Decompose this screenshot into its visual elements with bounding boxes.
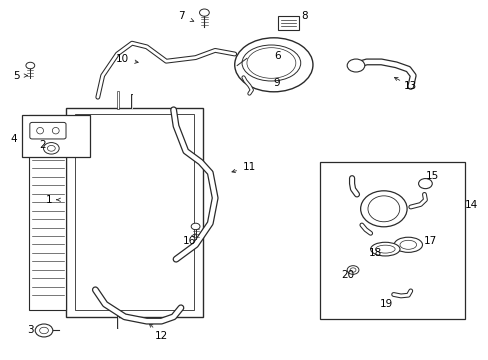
Bar [29, 115, 66, 310]
Text: 6: 6 [274, 51, 281, 61]
Text: 15: 15 [425, 171, 439, 181]
Ellipse shape [360, 191, 406, 227]
Text: 5: 5 [13, 71, 20, 81]
Text: 18: 18 [368, 248, 382, 258]
Text: 4: 4 [10, 134, 17, 144]
Text: 3: 3 [27, 325, 34, 336]
Ellipse shape [375, 245, 394, 253]
Circle shape [35, 324, 53, 337]
Bar [22, 115, 90, 157]
Circle shape [191, 223, 200, 230]
Ellipse shape [399, 240, 416, 249]
Ellipse shape [234, 38, 312, 92]
Text: 14: 14 [464, 200, 478, 210]
Ellipse shape [393, 237, 422, 252]
Text: 17: 17 [423, 236, 436, 246]
Text: 11: 11 [242, 162, 256, 172]
Circle shape [43, 143, 59, 154]
Ellipse shape [367, 196, 399, 222]
Circle shape [418, 179, 431, 189]
Bar [320, 162, 464, 319]
Circle shape [47, 145, 55, 151]
Circle shape [346, 59, 364, 72]
Ellipse shape [52, 127, 59, 134]
Text: 20: 20 [341, 270, 354, 280]
Circle shape [40, 327, 48, 334]
Text: 16: 16 [183, 236, 196, 246]
FancyBboxPatch shape [30, 122, 66, 139]
Bar [75, 114, 194, 310]
Text: 1: 1 [45, 195, 52, 205]
Circle shape [349, 268, 355, 272]
Circle shape [199, 9, 209, 16]
Text: 12: 12 [154, 330, 168, 341]
Text: 9: 9 [272, 78, 279, 88]
Ellipse shape [370, 242, 399, 256]
Text: 2: 2 [40, 140, 46, 150]
Text: 13: 13 [403, 81, 417, 91]
Circle shape [26, 62, 35, 69]
Text: 7: 7 [177, 11, 184, 21]
Ellipse shape [37, 127, 43, 134]
Text: 8: 8 [300, 11, 307, 21]
Bar [277, 16, 299, 30]
Circle shape [346, 266, 358, 274]
Ellipse shape [242, 45, 300, 81]
Text: 19: 19 [379, 299, 392, 309]
Ellipse shape [246, 48, 295, 78]
Text: 10: 10 [116, 54, 128, 64]
Bar [66, 108, 203, 317]
